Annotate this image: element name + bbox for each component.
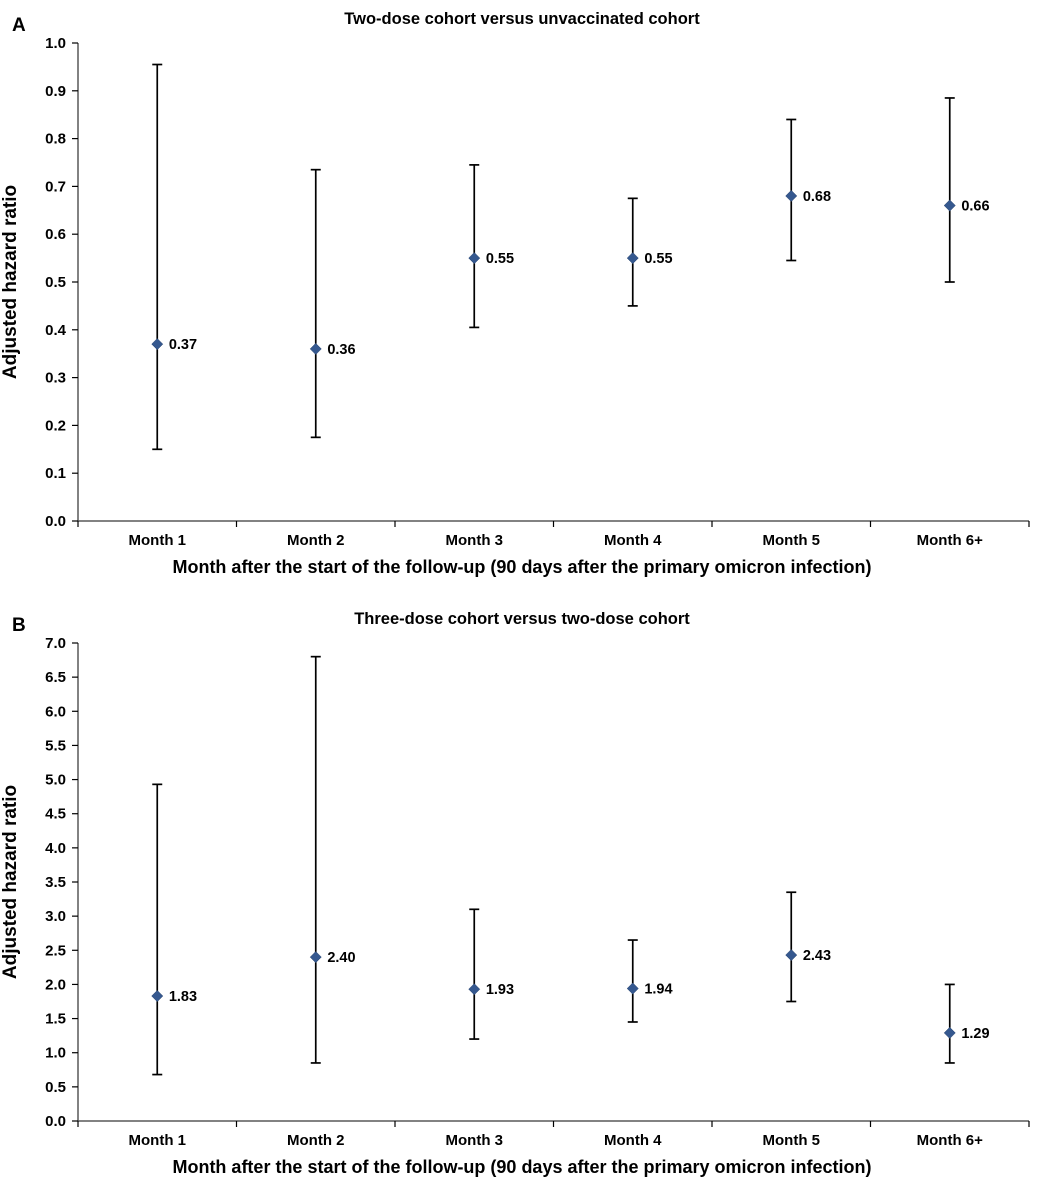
svg-text:Month after the start of the f: Month after the start of the follow-up (… bbox=[172, 557, 871, 577]
svg-text:5.5: 5.5 bbox=[45, 737, 66, 754]
svg-text:Month 4: Month 4 bbox=[604, 532, 662, 549]
svg-text:Month 6+: Month 6+ bbox=[917, 532, 983, 549]
svg-text:4.5: 4.5 bbox=[45, 806, 66, 823]
svg-text:Month 6+: Month 6+ bbox=[917, 1132, 983, 1149]
svg-text:2.43: 2.43 bbox=[803, 948, 831, 964]
svg-text:1.0: 1.0 bbox=[45, 1045, 66, 1062]
svg-text:0.6: 0.6 bbox=[45, 226, 66, 243]
svg-text:Adjusted hazard ratio: Adjusted hazard ratio bbox=[0, 785, 21, 979]
svg-text:5.0: 5.0 bbox=[45, 772, 66, 789]
svg-text:1.83: 1.83 bbox=[169, 989, 197, 1005]
svg-text:Month 3: Month 3 bbox=[446, 532, 504, 549]
svg-text:1.94: 1.94 bbox=[644, 982, 672, 998]
svg-text:6.0: 6.0 bbox=[45, 703, 66, 720]
svg-text:Month 3: Month 3 bbox=[446, 1132, 504, 1149]
svg-text:0.9: 0.9 bbox=[45, 83, 66, 100]
svg-text:0.1: 0.1 bbox=[45, 465, 66, 482]
svg-text:0.36: 0.36 bbox=[327, 342, 355, 358]
svg-text:Adjusted hazard ratio: Adjusted hazard ratio bbox=[0, 185, 21, 379]
svg-text:1.0: 1.0 bbox=[45, 35, 66, 52]
svg-text:Two-dose cohort versus unvacci: Two-dose cohort versus unvaccinated coho… bbox=[344, 10, 700, 28]
svg-text:6.5: 6.5 bbox=[45, 669, 66, 686]
svg-text:A: A bbox=[12, 15, 26, 36]
svg-text:1.93: 1.93 bbox=[486, 982, 514, 998]
svg-text:0.5: 0.5 bbox=[45, 274, 66, 291]
svg-text:2.5: 2.5 bbox=[45, 942, 66, 959]
svg-text:0.68: 0.68 bbox=[803, 189, 831, 205]
svg-text:0.0: 0.0 bbox=[45, 513, 66, 530]
svg-text:1.5: 1.5 bbox=[45, 1011, 66, 1028]
svg-text:3.5: 3.5 bbox=[45, 874, 66, 891]
svg-text:2.0: 2.0 bbox=[45, 976, 66, 993]
svg-text:0.55: 0.55 bbox=[486, 251, 514, 267]
svg-text:0.37: 0.37 bbox=[169, 337, 197, 353]
svg-text:0.2: 0.2 bbox=[45, 417, 66, 434]
svg-text:0.3: 0.3 bbox=[45, 370, 66, 387]
svg-text:3.0: 3.0 bbox=[45, 908, 66, 925]
svg-text:0.66: 0.66 bbox=[961, 199, 989, 215]
svg-text:7.0: 7.0 bbox=[45, 635, 66, 652]
svg-text:Month 4: Month 4 bbox=[604, 1132, 662, 1149]
svg-text:Month 1: Month 1 bbox=[129, 532, 187, 549]
svg-text:Month 1: Month 1 bbox=[129, 1132, 187, 1149]
svg-text:0.7: 0.7 bbox=[45, 178, 66, 195]
svg-text:0.55: 0.55 bbox=[644, 251, 672, 267]
svg-text:4.0: 4.0 bbox=[45, 840, 66, 857]
svg-text:B: B bbox=[12, 615, 26, 636]
svg-text:Month after the start of the f: Month after the start of the follow-up (… bbox=[172, 1157, 871, 1177]
svg-text:1.29: 1.29 bbox=[961, 1026, 989, 1042]
svg-text:Month 2: Month 2 bbox=[287, 1132, 345, 1149]
svg-text:0.8: 0.8 bbox=[45, 131, 66, 148]
svg-text:0.4: 0.4 bbox=[45, 322, 67, 339]
svg-text:Three-dose cohort versus two-d: Three-dose cohort versus two-dose cohort bbox=[354, 610, 690, 628]
svg-text:2.40: 2.40 bbox=[327, 950, 355, 966]
svg-text:Month 5: Month 5 bbox=[763, 532, 821, 549]
svg-text:Month 5: Month 5 bbox=[763, 1132, 821, 1149]
svg-text:0.0: 0.0 bbox=[45, 1113, 66, 1130]
svg-text:Month 2: Month 2 bbox=[287, 532, 345, 549]
svg-text:0.5: 0.5 bbox=[45, 1079, 66, 1096]
